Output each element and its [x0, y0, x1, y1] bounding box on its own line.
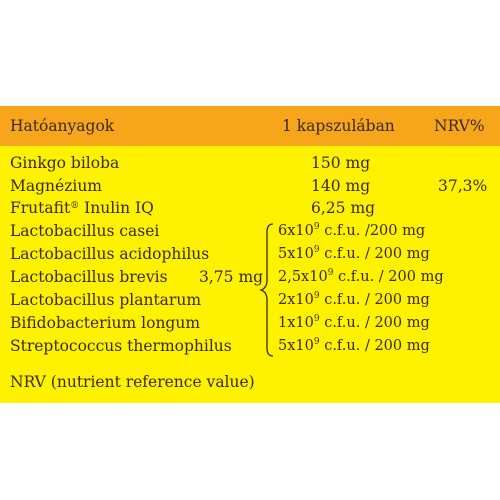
header-per-capsule: 1 kapszulában	[282, 117, 395, 135]
probiotic-dose: 5x109 c.f.u. / 200 mg	[278, 337, 430, 355]
probiotic-dose: 6x109 c.f.u. /200 mg	[278, 222, 426, 240]
row-nrv: 37,3%	[438, 177, 488, 195]
probiotic-dose: 2x109 c.f.u. / 200 mg	[278, 291, 430, 309]
probiotic-dose: 1x109 c.f.u. / 200 mg	[278, 314, 430, 332]
probiotic-name: Lactobacillus casei	[10, 222, 160, 240]
row-name: Magnézium	[10, 177, 102, 195]
probiotic-name: Lactobacillus brevis	[10, 268, 168, 286]
header-nrv: NRV%	[434, 117, 485, 135]
probiotic-group-total: 3,75 mg	[199, 268, 264, 286]
header-ingredients: Hatóanyagok	[10, 117, 115, 135]
registered-mark: ®	[70, 201, 80, 211]
row-amount: 150 mg	[311, 154, 371, 172]
probiotic-dose: 2,5x109 c.f.u. / 200 mg	[278, 268, 444, 286]
probiotic-name: Lactobacillus acidophilus	[10, 245, 210, 263]
curly-brace-icon	[259, 223, 274, 357]
probiotic-name: Streptococcus thermophilus	[10, 337, 232, 355]
footnote: NRV (nutrient reference value)	[10, 373, 255, 391]
probiotic-name: Lactobacillus plantarum	[10, 291, 202, 309]
row-name: Ginkgo biloba	[10, 154, 120, 172]
probiotic-dose: 5x109 c.f.u. / 200 mg	[278, 245, 430, 263]
row-amount: 6,25 mg	[311, 199, 376, 217]
row-name: Frutafit® Inulin IQ	[10, 199, 154, 217]
row-amount: 140 mg	[311, 177, 371, 195]
table-header	[0, 106, 500, 146]
probiotic-name: Bifidobacterium longum	[10, 314, 201, 332]
ingredients-panel	[0, 106, 500, 403]
